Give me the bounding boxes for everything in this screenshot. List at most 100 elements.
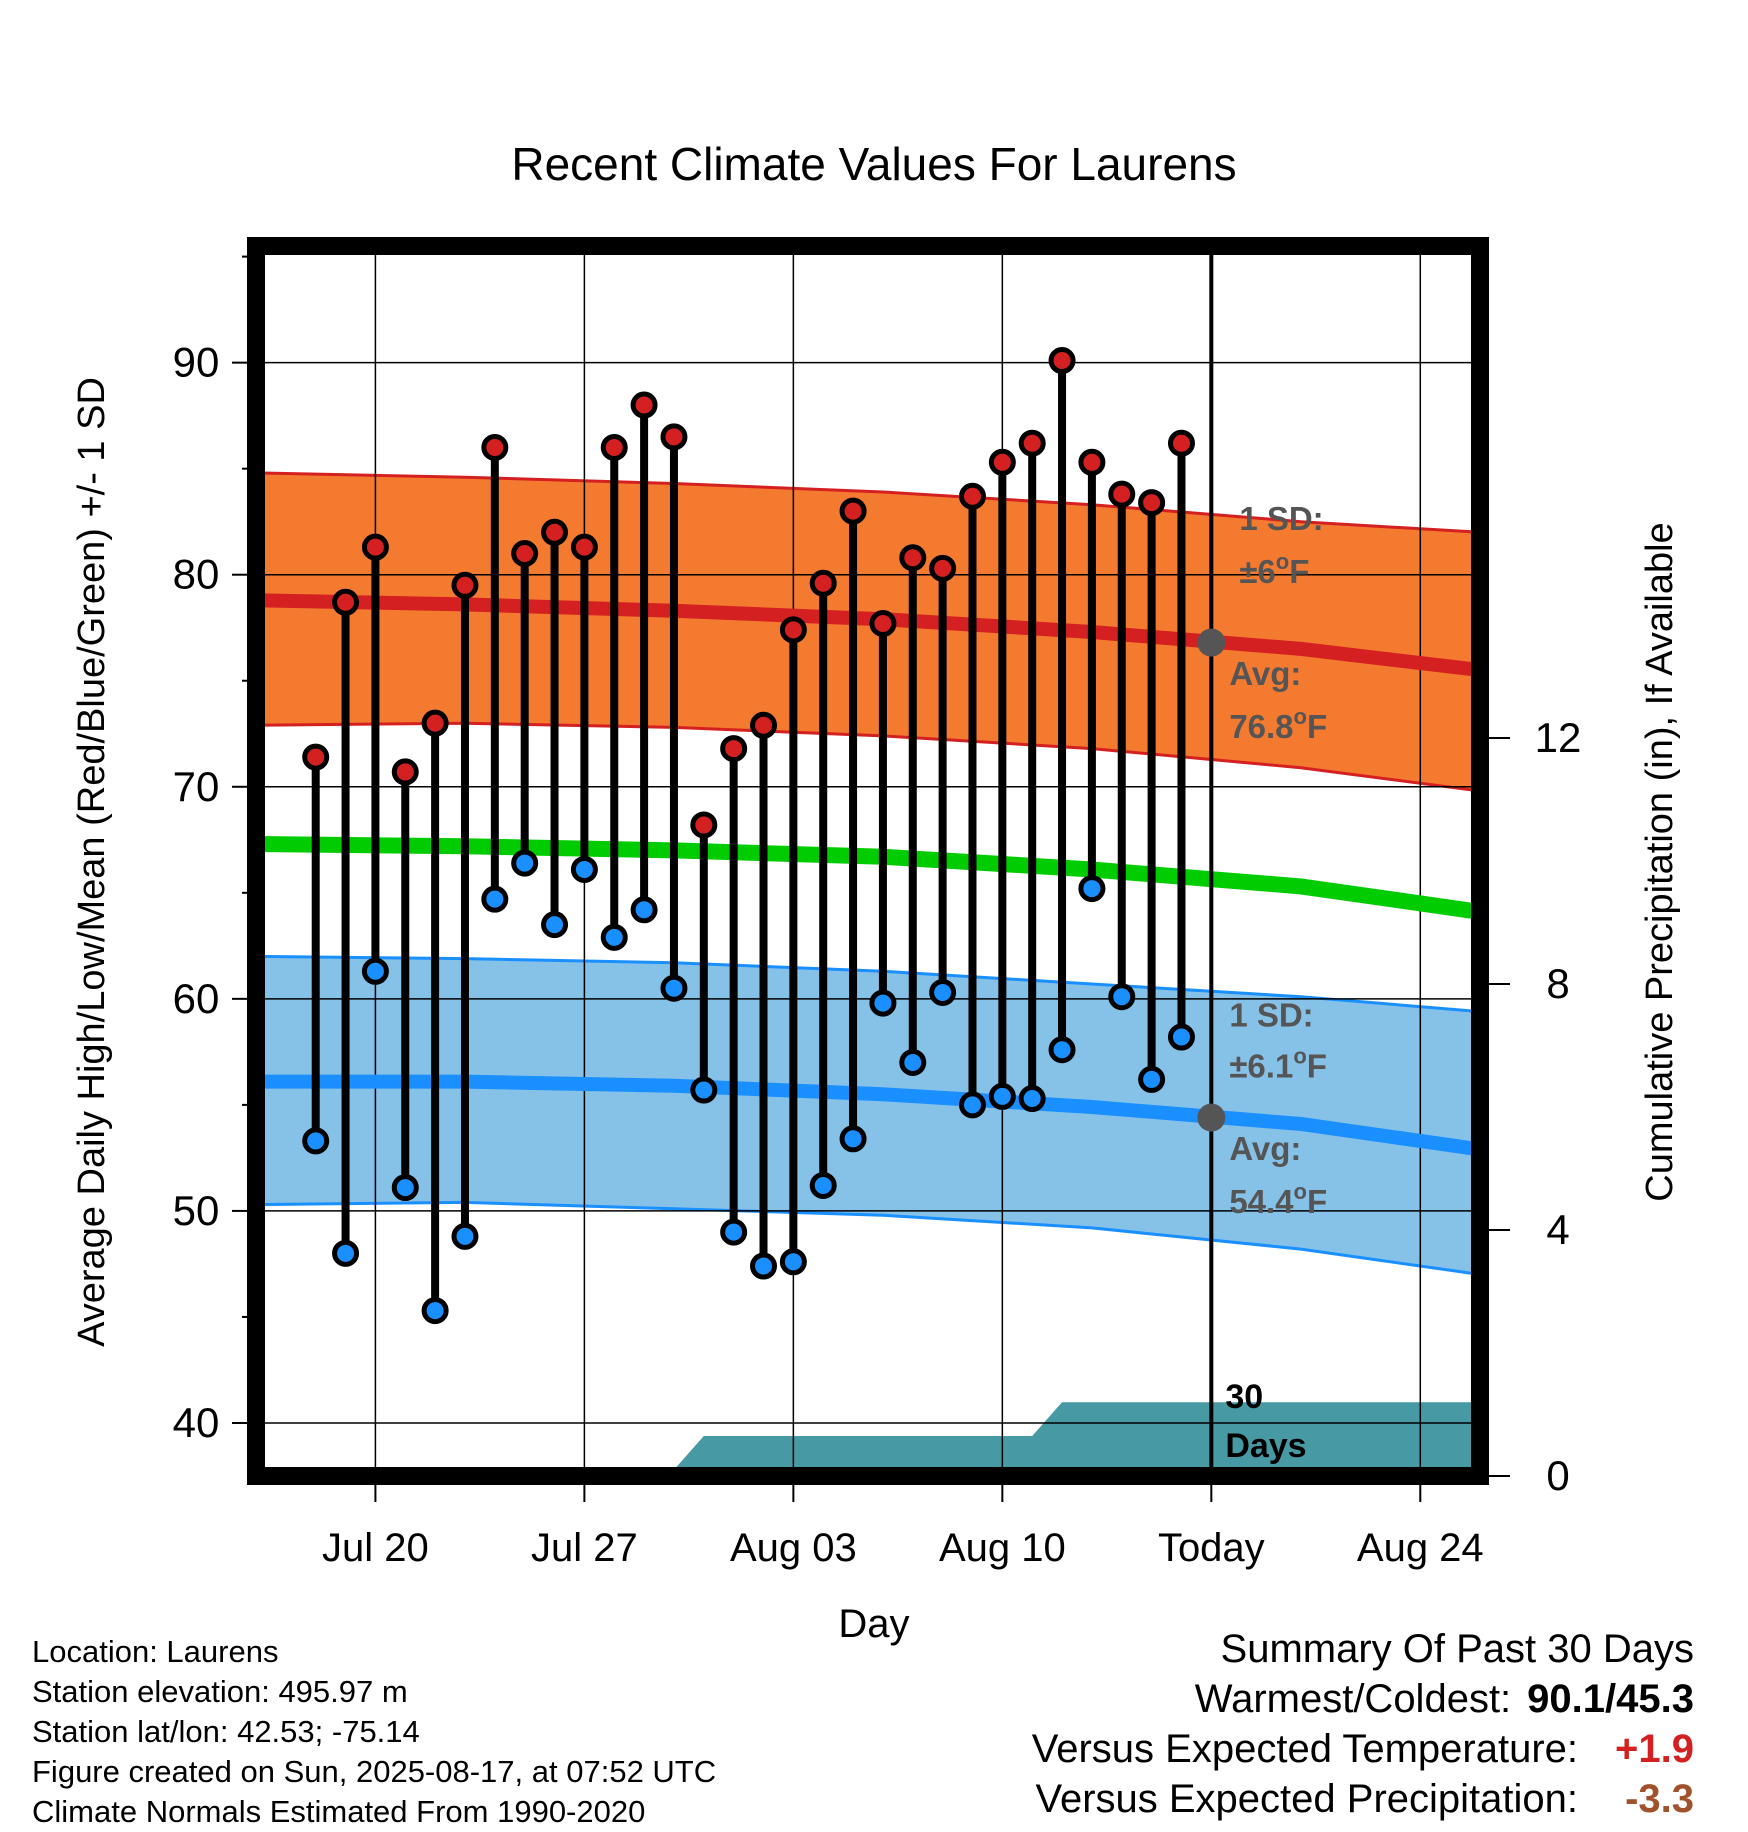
daily-high-point (1078, 448, 1106, 476)
daily-high-point (600, 433, 628, 461)
daily-low-point (720, 1218, 748, 1246)
window-label-number: 30 (1225, 1378, 1263, 1416)
daily-high-point (958, 482, 986, 510)
precip-label: Versus Expected Precipitation: (1035, 1777, 1578, 1821)
y-tick-label: 70 (173, 763, 220, 810)
plot-content (256, 246, 1480, 1476)
y-tick-label: 50 (173, 1187, 220, 1234)
daily-low-point (361, 957, 389, 985)
temp-value: +1.9 (1615, 1727, 1694, 1771)
daily-low-point (1018, 1085, 1046, 1113)
daily-low-point (1078, 875, 1106, 903)
daily-high-point (630, 391, 658, 419)
today-high-avg-marker (1197, 628, 1226, 657)
daily-high-point (570, 533, 598, 561)
daily-low-point (600, 923, 628, 951)
daily-low-point (481, 885, 509, 913)
created-text: Figure created on Sun, 2025-08-17, at 07… (32, 1754, 717, 1789)
daily-low-point (1108, 983, 1136, 1011)
low-sd-label: 1 SD: (1229, 996, 1313, 1033)
daily-high-point (481, 433, 509, 461)
daily-high-point (809, 569, 837, 597)
daily-high-point (720, 735, 748, 763)
summary-temp: Versus Expected Temperature: +1.9 (1032, 1724, 1694, 1774)
x-tick-label: Jul 27 (531, 1526, 638, 1570)
daily-high-point (1167, 429, 1195, 457)
daily-high-point (421, 709, 449, 737)
daily-low-point (541, 911, 569, 939)
daily-low-point (332, 1239, 360, 1267)
daily-low-point (511, 849, 539, 877)
low-avg-value: 54.4oF (1229, 1179, 1327, 1220)
plot-frame (247, 237, 1489, 1485)
daily-high-point (839, 497, 867, 525)
daily-low-point (302, 1127, 330, 1155)
daily-high-point (332, 588, 360, 616)
y2-tick-label: 12 (1535, 714, 1582, 761)
daily-high-point (690, 811, 718, 839)
x-tick-label: Jul 20 (322, 1526, 429, 1570)
warm-cold-value: 90.1/45.3 (1527, 1677, 1694, 1721)
y2-tick-label: 4 (1546, 1206, 1569, 1253)
daily-high-point (1048, 347, 1076, 375)
mean-line (256, 836, 1480, 920)
high-sd-label: 1 SD: (1239, 500, 1323, 537)
y-tick-label: 60 (173, 975, 220, 1022)
x-tick-label: Aug 24 (1357, 1526, 1484, 1570)
daily-low-point (809, 1171, 837, 1199)
daily-high-point (929, 554, 957, 582)
daily-low-point (779, 1248, 807, 1276)
daily-low-point (839, 1125, 867, 1153)
daily-low-point (899, 1048, 927, 1076)
summary-panel: Summary Of Past 30 Days Warmest/Coldest:… (1032, 1624, 1694, 1824)
daily-high-point (899, 544, 927, 572)
x-tick-label: Today (1158, 1526, 1265, 1570)
daily-low-point (421, 1297, 449, 1325)
today-low-avg-marker (1197, 1103, 1226, 1132)
warm-cold-label: Warmest/Coldest: (1194, 1677, 1512, 1721)
location-text: Location: Laurens (32, 1634, 279, 1669)
high-upper-line (256, 471, 1480, 534)
daily-low-point (570, 855, 598, 883)
y-tick-label: 90 (173, 339, 220, 386)
daily-low-point (391, 1174, 419, 1202)
station-info: Location: Laurens Station elevation: 495… (32, 1632, 716, 1832)
daily-high-point (779, 616, 807, 644)
low-sd-value: ±6.1oF (1229, 1043, 1327, 1084)
daily-low-point (660, 974, 688, 1002)
daily-low-point (988, 1082, 1016, 1110)
summary-warm-cold: Warmest/Coldest: 90.1/45.3 (1032, 1674, 1694, 1724)
latlon-text: Station lat/lon: 42.53; -75.14 (32, 1714, 420, 1749)
y2-tick-label: 8 (1546, 960, 1569, 1007)
y-tick-label: 80 (173, 551, 220, 598)
elevation-text: Station elevation: 495.97 m (32, 1674, 408, 1709)
daily-high-point (511, 540, 539, 567)
y2-axis-label: Cumulative Precipitation (in), If Availa… (1639, 522, 1681, 1201)
low-avg-label: Avg: (1229, 1130, 1301, 1167)
y-tick-label: 40 (173, 1399, 220, 1446)
daily-low-point (750, 1252, 778, 1280)
daily-low-point (958, 1091, 986, 1119)
daily-low-point (1048, 1036, 1076, 1064)
x-tick-label: Aug 10 (939, 1526, 1066, 1570)
daily-high-point (1138, 489, 1166, 517)
temp-label: Versus Expected Temperature: (1031, 1727, 1578, 1771)
chart-title: Recent Climate Values For Laurens (511, 138, 1236, 190)
high-sd-band (256, 472, 1480, 791)
daily-low-point (630, 896, 658, 924)
high-avg-value: 76.8oF (1229, 704, 1327, 745)
summary-heading: Summary Of Past 30 Days (1220, 1627, 1694, 1671)
daily-high-point (988, 448, 1016, 476)
precip-area (554, 1402, 1480, 1476)
daily-high-point (660, 423, 688, 451)
daily-high-point (541, 518, 569, 546)
daily-high-point (451, 571, 479, 599)
daily-high-point (1108, 480, 1136, 508)
y-axis-label: Average Daily High/Low/Mean (Red/Blue/Gr… (71, 377, 113, 1347)
y2-tick-label: 0 (1546, 1452, 1569, 1499)
plot-area: 1 SD: ±6oF Avg: 76.8oF 1 SD: ±6.1oF Avg: 54.4oF… (173, 237, 1582, 1570)
normals-text: Climate Normals Estimated From 1990-2020 (32, 1794, 646, 1829)
daily-low-point (451, 1222, 479, 1250)
daily-low-point (690, 1076, 718, 1104)
